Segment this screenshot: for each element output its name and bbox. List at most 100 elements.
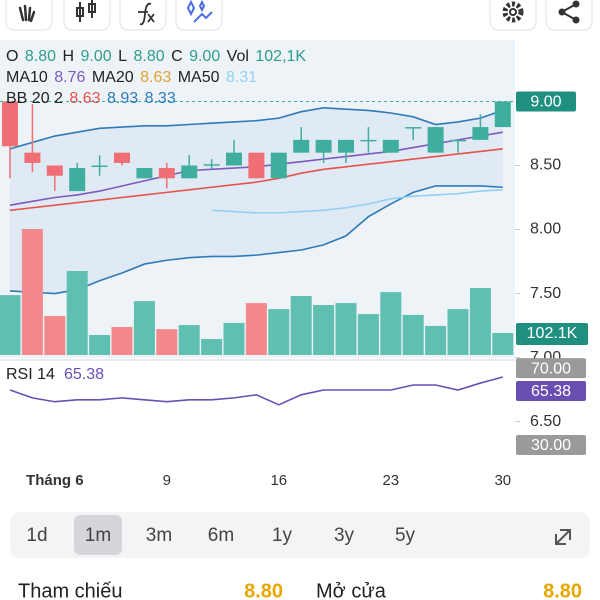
range-option[interactable]: 6m [208, 525, 234, 546]
legend-label: BB 20 2 [6, 90, 63, 107]
candle-body [46, 165, 63, 176]
candle-body [494, 101, 511, 128]
x-tick-label: 9 [163, 472, 171, 489]
volume-bar [156, 329, 178, 355]
legend-value: 8.63 [69, 90, 101, 107]
legend-value: 9.00 [189, 48, 221, 65]
legend-value: 8.80 [24, 48, 57, 65]
volume-badge [516, 323, 588, 346]
price-badge [516, 91, 576, 112]
legend-label: O [6, 48, 19, 65]
volume-bar [66, 271, 88, 355]
volume-bar [44, 316, 66, 355]
candle-body [2, 101, 18, 147]
candle-body [69, 168, 86, 192]
volume-badge-label: 102.1K [527, 325, 578, 342]
volume-bar [268, 309, 290, 355]
tool-button[interactable] [119, 0, 167, 31]
range-option[interactable]: 3y [334, 525, 355, 546]
volume-bar [402, 314, 424, 355]
candle-body [270, 152, 287, 179]
legend-value: 8.31 [225, 69, 258, 86]
gear-hole [509, 8, 517, 16]
y-tick-label: 8.00 [530, 221, 561, 238]
range-option[interactable]: 1m [85, 525, 111, 546]
candle-body [181, 165, 198, 179]
legend-label: MA50 [177, 69, 220, 86]
candle-body [450, 139, 466, 142]
candle-body [427, 127, 444, 153]
quote-value: 8.80 [244, 580, 283, 600]
legend-value: 102,1K [255, 48, 307, 65]
x-tick-label: 16 [270, 472, 287, 489]
share-dot [572, 16, 580, 24]
candle-body [114, 152, 130, 163]
volume-bar [133, 301, 155, 355]
volume-bar [425, 325, 447, 355]
rsi-badge-label: 65.38 [531, 383, 571, 400]
rsi-level-label: 30.00 [531, 437, 571, 454]
range-option[interactable]: 1y [272, 525, 293, 546]
overlay-line [9, 148, 503, 212]
tool-button[interactable] [63, 0, 111, 31]
range-option[interactable]: 5y [395, 525, 416, 546]
legend-label: MA10 [6, 69, 48, 86]
bb-legend: BB 20 2 8.63 8.93 8.33 [6, 90, 178, 108]
ma-legend: MA10 8.76 MA20 8.63 MA50 8.31 [6, 69, 259, 87]
overlay-line [211, 189, 503, 214]
x-tick-label: 30 [494, 472, 511, 489]
volume-bar [178, 325, 200, 355]
candle-body [382, 139, 399, 153]
expand-icon[interactable] [555, 529, 571, 545]
rsi-value: 65.38 [64, 366, 104, 383]
rsi-level-badge [516, 435, 586, 455]
fx-icon [138, 2, 155, 26]
legend-value: 8.80 [133, 48, 165, 65]
range-option[interactable]: 1d [26, 525, 47, 546]
rsi-level-label: 70.00 [531, 360, 571, 377]
volume-bar [469, 288, 491, 355]
candle-icon [76, 0, 96, 22]
range-selected [74, 515, 122, 555]
volume-bar [89, 334, 111, 355]
legend-label: H [62, 48, 75, 65]
overlay-line [9, 185, 503, 295]
quote-value: 8.80 [543, 580, 582, 600]
ohlc-legend: O 8.80 H 9.00 L 8.80 C 9.00 Vol 102,1K [6, 48, 308, 66]
legend-value: 8.76 [54, 69, 86, 86]
range-option[interactable]: 3m [146, 525, 172, 546]
volume-bar [21, 229, 43, 355]
legend-label: C [171, 48, 183, 65]
legend-value: 8.93 [106, 90, 139, 107]
candle-body [24, 152, 41, 163]
candle-body [405, 127, 422, 129]
rsi-line [9, 376, 504, 406]
overlay-line [9, 107, 504, 150]
share-dot [572, 0, 580, 8]
hand-icon [18, 4, 36, 23]
tool-button[interactable] [175, 0, 223, 31]
rsi-badge [516, 380, 586, 401]
candle-body [136, 168, 153, 179]
candle-body [248, 152, 265, 179]
toolbar [5, 0, 593, 31]
volume-bar [290, 295, 312, 355]
volume-bar [201, 339, 223, 355]
candle-body [360, 139, 377, 142]
legend-value: 8.63 [140, 69, 172, 86]
volume-bar [492, 333, 514, 355]
candle-body [338, 139, 354, 153]
volume-bar [245, 303, 267, 355]
volume-bar [357, 314, 379, 355]
y-tick-label: 7.50 [530, 285, 561, 302]
price-badge-label: 9.00 [530, 94, 561, 111]
x-tick-label: Tháng 6 [26, 472, 84, 489]
candle-body [226, 152, 242, 166]
x-tick-label: 23 [382, 472, 399, 489]
y-tick-label: 6.50 [530, 413, 561, 430]
candle-body [158, 168, 175, 179]
candle-body [293, 139, 310, 153]
ai-icon [186, 0, 213, 23]
